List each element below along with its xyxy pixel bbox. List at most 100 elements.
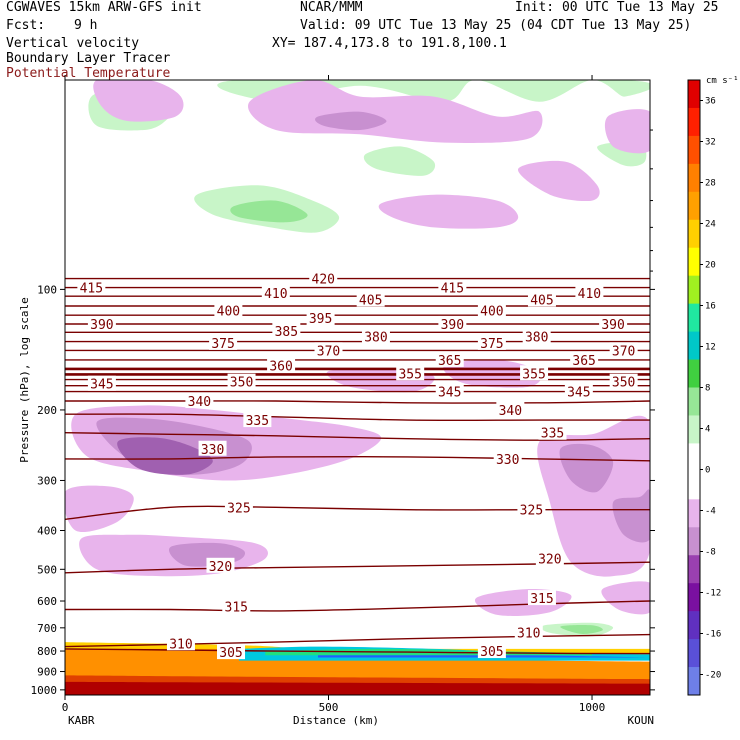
theta-label-335: 335 <box>246 414 269 429</box>
theta-line-335 <box>65 432 650 441</box>
theta-label-bg-37 <box>517 501 546 517</box>
theta-label-bg-19 <box>609 342 638 358</box>
theta-label-bg-31 <box>496 401 525 417</box>
colorbar-label-28: 28 <box>705 179 716 189</box>
downdraft-region-15 <box>559 443 614 493</box>
theta-label-bg-42 <box>166 635 195 651</box>
theta-label-340: 340 <box>188 395 211 410</box>
updraft-region-2 <box>363 146 436 176</box>
x-tick-label-500: 500 <box>319 701 339 714</box>
theta-label-bg-9 <box>306 310 335 326</box>
colorbar: -20 -16 -12 -8 -4 0 4 8 12 16 20 24 28 32 36 <box>687 79 721 696</box>
colorbar-label--4: -4 <box>705 507 716 517</box>
header-xy: XY= 187.4,173.8 to 191.8,100.1 <box>272 36 507 51</box>
theta-label-330: 330 <box>496 453 519 468</box>
theta-label-bg-12 <box>599 315 628 331</box>
colorbar-swatch-10 <box>688 359 700 388</box>
theta-label-bg-38 <box>206 557 235 573</box>
header-init: Init: 00 UTC Tue 13 May 25 <box>515 0 719 15</box>
colorbar-label-8: 8 <box>705 384 710 394</box>
colorbar-label-0: 0 <box>705 466 710 476</box>
theta-label-405: 405 <box>530 294 553 309</box>
theta-label-395: 395 <box>309 312 332 327</box>
theta-label-bg-23 <box>396 365 425 381</box>
theta-label-bg-45 <box>477 643 506 659</box>
theta-label-bg-14 <box>361 328 390 344</box>
downdraft-region-16 <box>612 489 650 543</box>
theta-label-bg-27 <box>87 375 116 391</box>
theta-label-bg-10 <box>87 315 116 331</box>
theta-label-315: 315 <box>225 601 248 616</box>
y-tick-label-900: 900 <box>37 666 57 679</box>
theta-label-345: 345 <box>90 378 113 393</box>
theta-label-bg-13 <box>272 322 301 338</box>
colorbar-swatch-17 <box>688 555 700 584</box>
colorbar-label-20: 20 <box>705 261 716 271</box>
header-field-boundary-layer-tracer: Boundary Layer Tracer <box>6 51 171 66</box>
theta-label-380: 380 <box>364 330 387 345</box>
downdraft-region-11 <box>65 485 134 533</box>
colorbar-label-36: 36 <box>705 97 716 107</box>
theta-label-410: 410 <box>578 287 601 302</box>
colorbar-units: cm s⁻¹ <box>706 76 739 86</box>
theta-label-bg-6 <box>527 291 556 307</box>
header-model: CGWAVES 15km ARW-GFS init <box>6 0 202 15</box>
theta-label-bg-24 <box>520 365 549 381</box>
theta-line-340 <box>65 413 650 422</box>
theta-label-bg-36 <box>224 499 253 515</box>
theta-label-bg-40 <box>222 598 251 614</box>
theta-label-bg-39 <box>535 550 564 566</box>
theta-line-325 <box>65 505 650 520</box>
theta-label-bg-18 <box>314 342 343 358</box>
colorbar-swatch-9 <box>688 331 700 361</box>
colorbar-swatch-6 <box>688 247 700 277</box>
endpoint-left-label: KABR <box>68 714 95 727</box>
y-tick-label-300: 300 <box>37 474 57 487</box>
theta-line-305 <box>65 648 650 655</box>
y-tick-label-500: 500 <box>37 563 57 576</box>
colorbar-label--12: -12 <box>705 589 721 599</box>
theta-label-bg-25 <box>227 373 256 389</box>
theta-label-305: 305 <box>480 645 503 660</box>
header-agency: NCAR/MMM <box>300 0 363 15</box>
theta-label-315: 315 <box>530 592 553 607</box>
x-tick-label-1000: 1000 <box>579 701 606 714</box>
downdraft-region-18 <box>601 581 650 615</box>
theta-label-bg-35 <box>493 450 522 466</box>
theta-label-bg-1 <box>77 279 106 295</box>
theta-label-355: 355 <box>522 367 545 382</box>
downdraft-region-10 <box>117 437 213 475</box>
theta-label-bg-30 <box>185 393 214 409</box>
theta-label-bg-21 <box>570 351 599 367</box>
y-tick-label-200: 200 <box>37 404 57 417</box>
theta-label-325: 325 <box>520 504 543 519</box>
theta-label-310: 310 <box>169 637 192 652</box>
colorbar-swatch-11 <box>688 387 700 416</box>
theta-label-410: 410 <box>264 287 287 302</box>
shaded-fields <box>65 80 650 637</box>
colorbar-label-12: 12 <box>705 343 716 353</box>
theta-line-330 <box>65 455 650 462</box>
theta-label-390: 390 <box>441 318 464 333</box>
theta-label-420: 420 <box>312 273 335 288</box>
theta-label-bg-0 <box>309 270 338 286</box>
theta-label-355: 355 <box>398 367 421 382</box>
theta-label-390: 390 <box>90 318 113 333</box>
theta-label-365: 365 <box>438 354 461 369</box>
theta-label-bg-2 <box>438 279 467 295</box>
theta-label-350: 350 <box>612 376 635 391</box>
theta-label-bg-7 <box>214 302 243 318</box>
theta-label-345: 345 <box>567 386 590 401</box>
colorbar-swatch-3 <box>688 163 700 193</box>
colorbar-swatch-2 <box>688 135 700 165</box>
theta-label-bg-16 <box>209 334 238 350</box>
theta-label-405: 405 <box>359 294 382 309</box>
theta-label-bg-17 <box>477 334 506 350</box>
plot-frame <box>64 79 651 696</box>
y-tick-label-400: 400 <box>37 524 57 537</box>
theta-label-325: 325 <box>227 501 250 516</box>
downdraft-region-3 <box>604 109 650 154</box>
colorbar-label-4: 4 <box>705 425 710 435</box>
theta-label-bg-11 <box>438 315 467 331</box>
y-axis-title: Pressure (hPa), log scale <box>18 297 31 463</box>
